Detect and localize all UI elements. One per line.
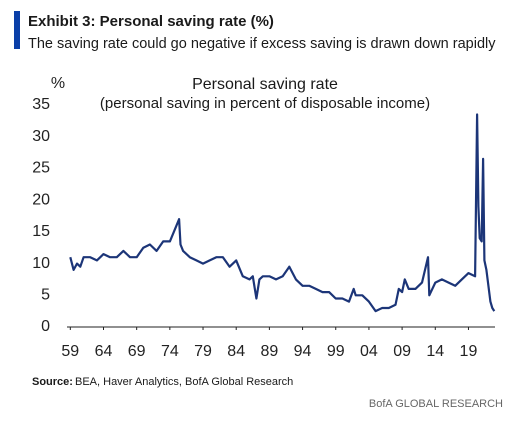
x-tick-label: 69 [128,343,146,360]
x-tick-label: 79 [194,343,212,360]
y-axis-label: % [51,75,65,92]
x-tick-label: 84 [227,343,245,360]
footer: BofA GLOBAL RESEARCH [369,398,503,410]
y-tick-label: 15 [32,223,50,240]
y-tick-label: 30 [32,128,50,145]
y-tick-label: 10 [32,255,50,272]
plot-subtitle: (personal saving in percent of disposabl… [100,95,430,112]
y-tick-label: 35 [32,96,50,113]
accent-bar [14,11,20,49]
x-tick-label: 89 [260,343,278,360]
line-series [69,113,496,313]
x-tick-label: 19 [460,343,478,360]
y-tick-label: 25 [32,160,50,177]
source: BEA, Haver Analytics, BofA Global Resear… [75,376,293,388]
x-tick-label: 94 [294,343,312,360]
plot-title: Personal saving rate [192,76,338,93]
x-tick-label: 99 [327,343,345,360]
source-label: Source: [32,376,73,388]
y-tick-label: 20 [32,191,50,208]
chart-title: Exhibit 3: Personal saving rate (%) [28,13,274,30]
chart-subtitle: The saving rate could go negative if exc… [28,36,496,52]
x-tick-label: 09 [393,343,411,360]
x-tick-label: 64 [95,343,113,360]
x-tick-label: 74 [161,343,179,360]
y-tick-label: 5 [41,287,50,304]
x-tick-label: 14 [426,343,444,360]
y-tick-label: 0 [41,318,50,335]
x-tick-label: 59 [61,343,79,360]
x-tick-label: 04 [360,343,378,360]
